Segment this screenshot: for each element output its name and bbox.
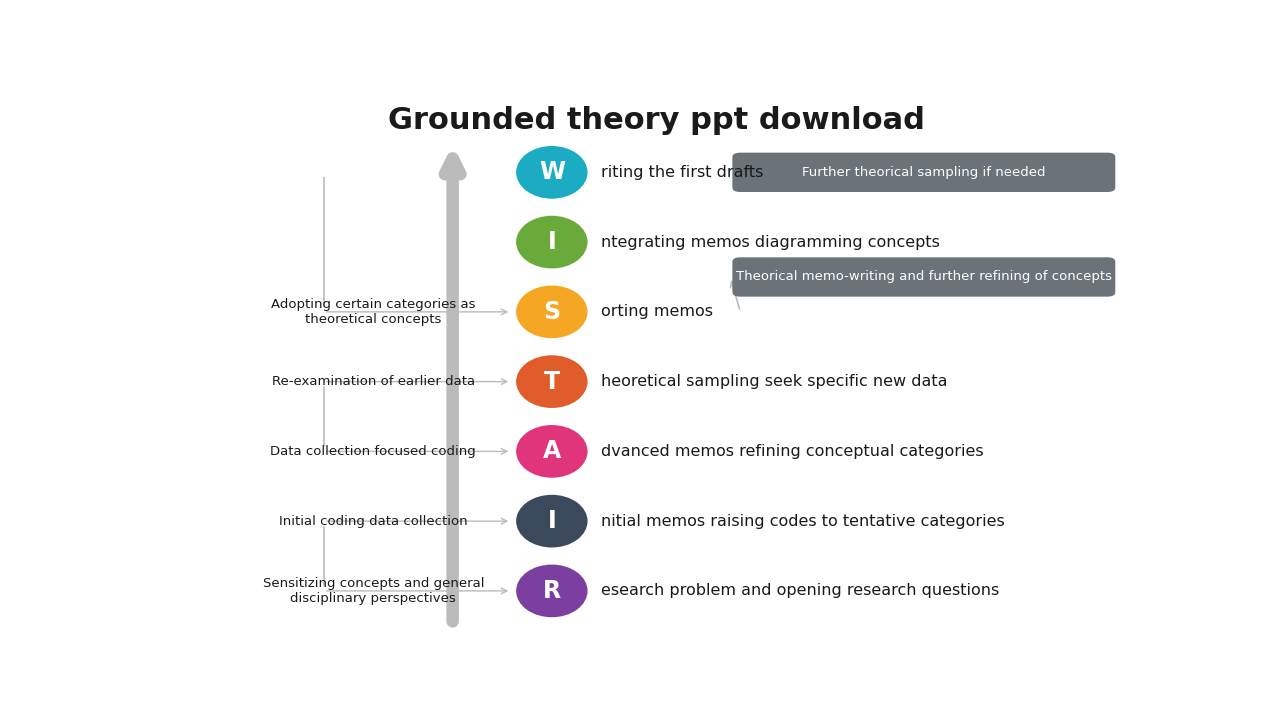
Text: W: W (539, 161, 564, 184)
Ellipse shape (516, 216, 588, 269)
Text: Data collection focused coding: Data collection focused coding (270, 445, 476, 458)
Text: ntegrating memos diagramming concepts: ntegrating memos diagramming concepts (602, 235, 941, 250)
Text: riting the first drafts: riting the first drafts (602, 165, 764, 180)
Ellipse shape (516, 355, 588, 408)
Text: nitial memos raising codes to tentative categories: nitial memos raising codes to tentative … (602, 513, 1005, 528)
Ellipse shape (516, 286, 588, 338)
Text: S: S (543, 300, 561, 324)
Text: orting memos: orting memos (602, 305, 713, 320)
Text: I: I (548, 230, 557, 254)
Text: Initial coding data collection: Initial coding data collection (279, 515, 467, 528)
Text: T: T (544, 369, 559, 394)
Text: I: I (548, 509, 557, 533)
FancyBboxPatch shape (732, 257, 1115, 297)
Text: Adopting certain categories as
theoretical concepts: Adopting certain categories as theoretic… (271, 298, 476, 326)
Text: R: R (543, 579, 561, 603)
Text: dvanced memos refining conceptual categories: dvanced memos refining conceptual catego… (602, 444, 984, 459)
Text: Sensitizing concepts and general
disciplinary perspectives: Sensitizing concepts and general discipl… (262, 577, 484, 605)
Text: Further theorical sampling if needed: Further theorical sampling if needed (803, 166, 1046, 179)
Ellipse shape (516, 146, 588, 199)
Text: Theorical memo-writing and further refining of concepts: Theorical memo-writing and further refin… (736, 271, 1112, 284)
Text: heoretical sampling seek specific new data: heoretical sampling seek specific new da… (602, 374, 948, 389)
Ellipse shape (516, 495, 588, 547)
Ellipse shape (516, 564, 588, 617)
Text: A: A (543, 439, 561, 464)
Ellipse shape (516, 425, 588, 477)
Text: Re-examination of earlier data: Re-examination of earlier data (271, 375, 475, 388)
Text: esearch problem and opening research questions: esearch problem and opening research que… (602, 583, 1000, 598)
FancyBboxPatch shape (732, 153, 1115, 192)
Text: Grounded theory ppt download: Grounded theory ppt download (388, 106, 924, 135)
